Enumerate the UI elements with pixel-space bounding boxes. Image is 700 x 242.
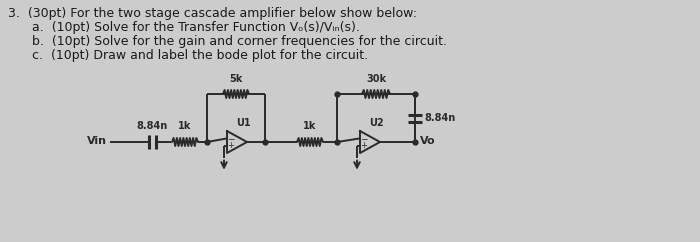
Text: 8.84n: 8.84n (136, 121, 167, 131)
Text: 1k: 1k (178, 121, 192, 131)
Text: Vo: Vo (420, 136, 435, 146)
Text: +: + (360, 141, 367, 150)
Text: −: − (227, 134, 235, 143)
Text: −: − (360, 134, 368, 143)
Text: +: + (227, 141, 234, 150)
Text: 30k: 30k (366, 74, 386, 84)
Text: c.  (10pt) Draw and label the bode plot for the circuit.: c. (10pt) Draw and label the bode plot f… (8, 49, 368, 62)
Text: 8.84n: 8.84n (424, 113, 455, 123)
Text: U1: U1 (236, 118, 251, 128)
Text: 3.  (30pt) For the two stage cascade amplifier below show below:: 3. (30pt) For the two stage cascade ampl… (8, 7, 417, 20)
Text: U2: U2 (369, 118, 384, 128)
Text: a.  (10pt) Solve for the Transfer Function Vₒ(s)/Vᵢₙ(s).: a. (10pt) Solve for the Transfer Functio… (8, 21, 360, 34)
Text: 5k: 5k (230, 74, 243, 84)
Text: b.  (10pt) Solve for the gain and corner frequencies for the circuit.: b. (10pt) Solve for the gain and corner … (8, 35, 447, 48)
Text: Vin: Vin (87, 136, 107, 146)
Text: 1k: 1k (303, 121, 316, 131)
